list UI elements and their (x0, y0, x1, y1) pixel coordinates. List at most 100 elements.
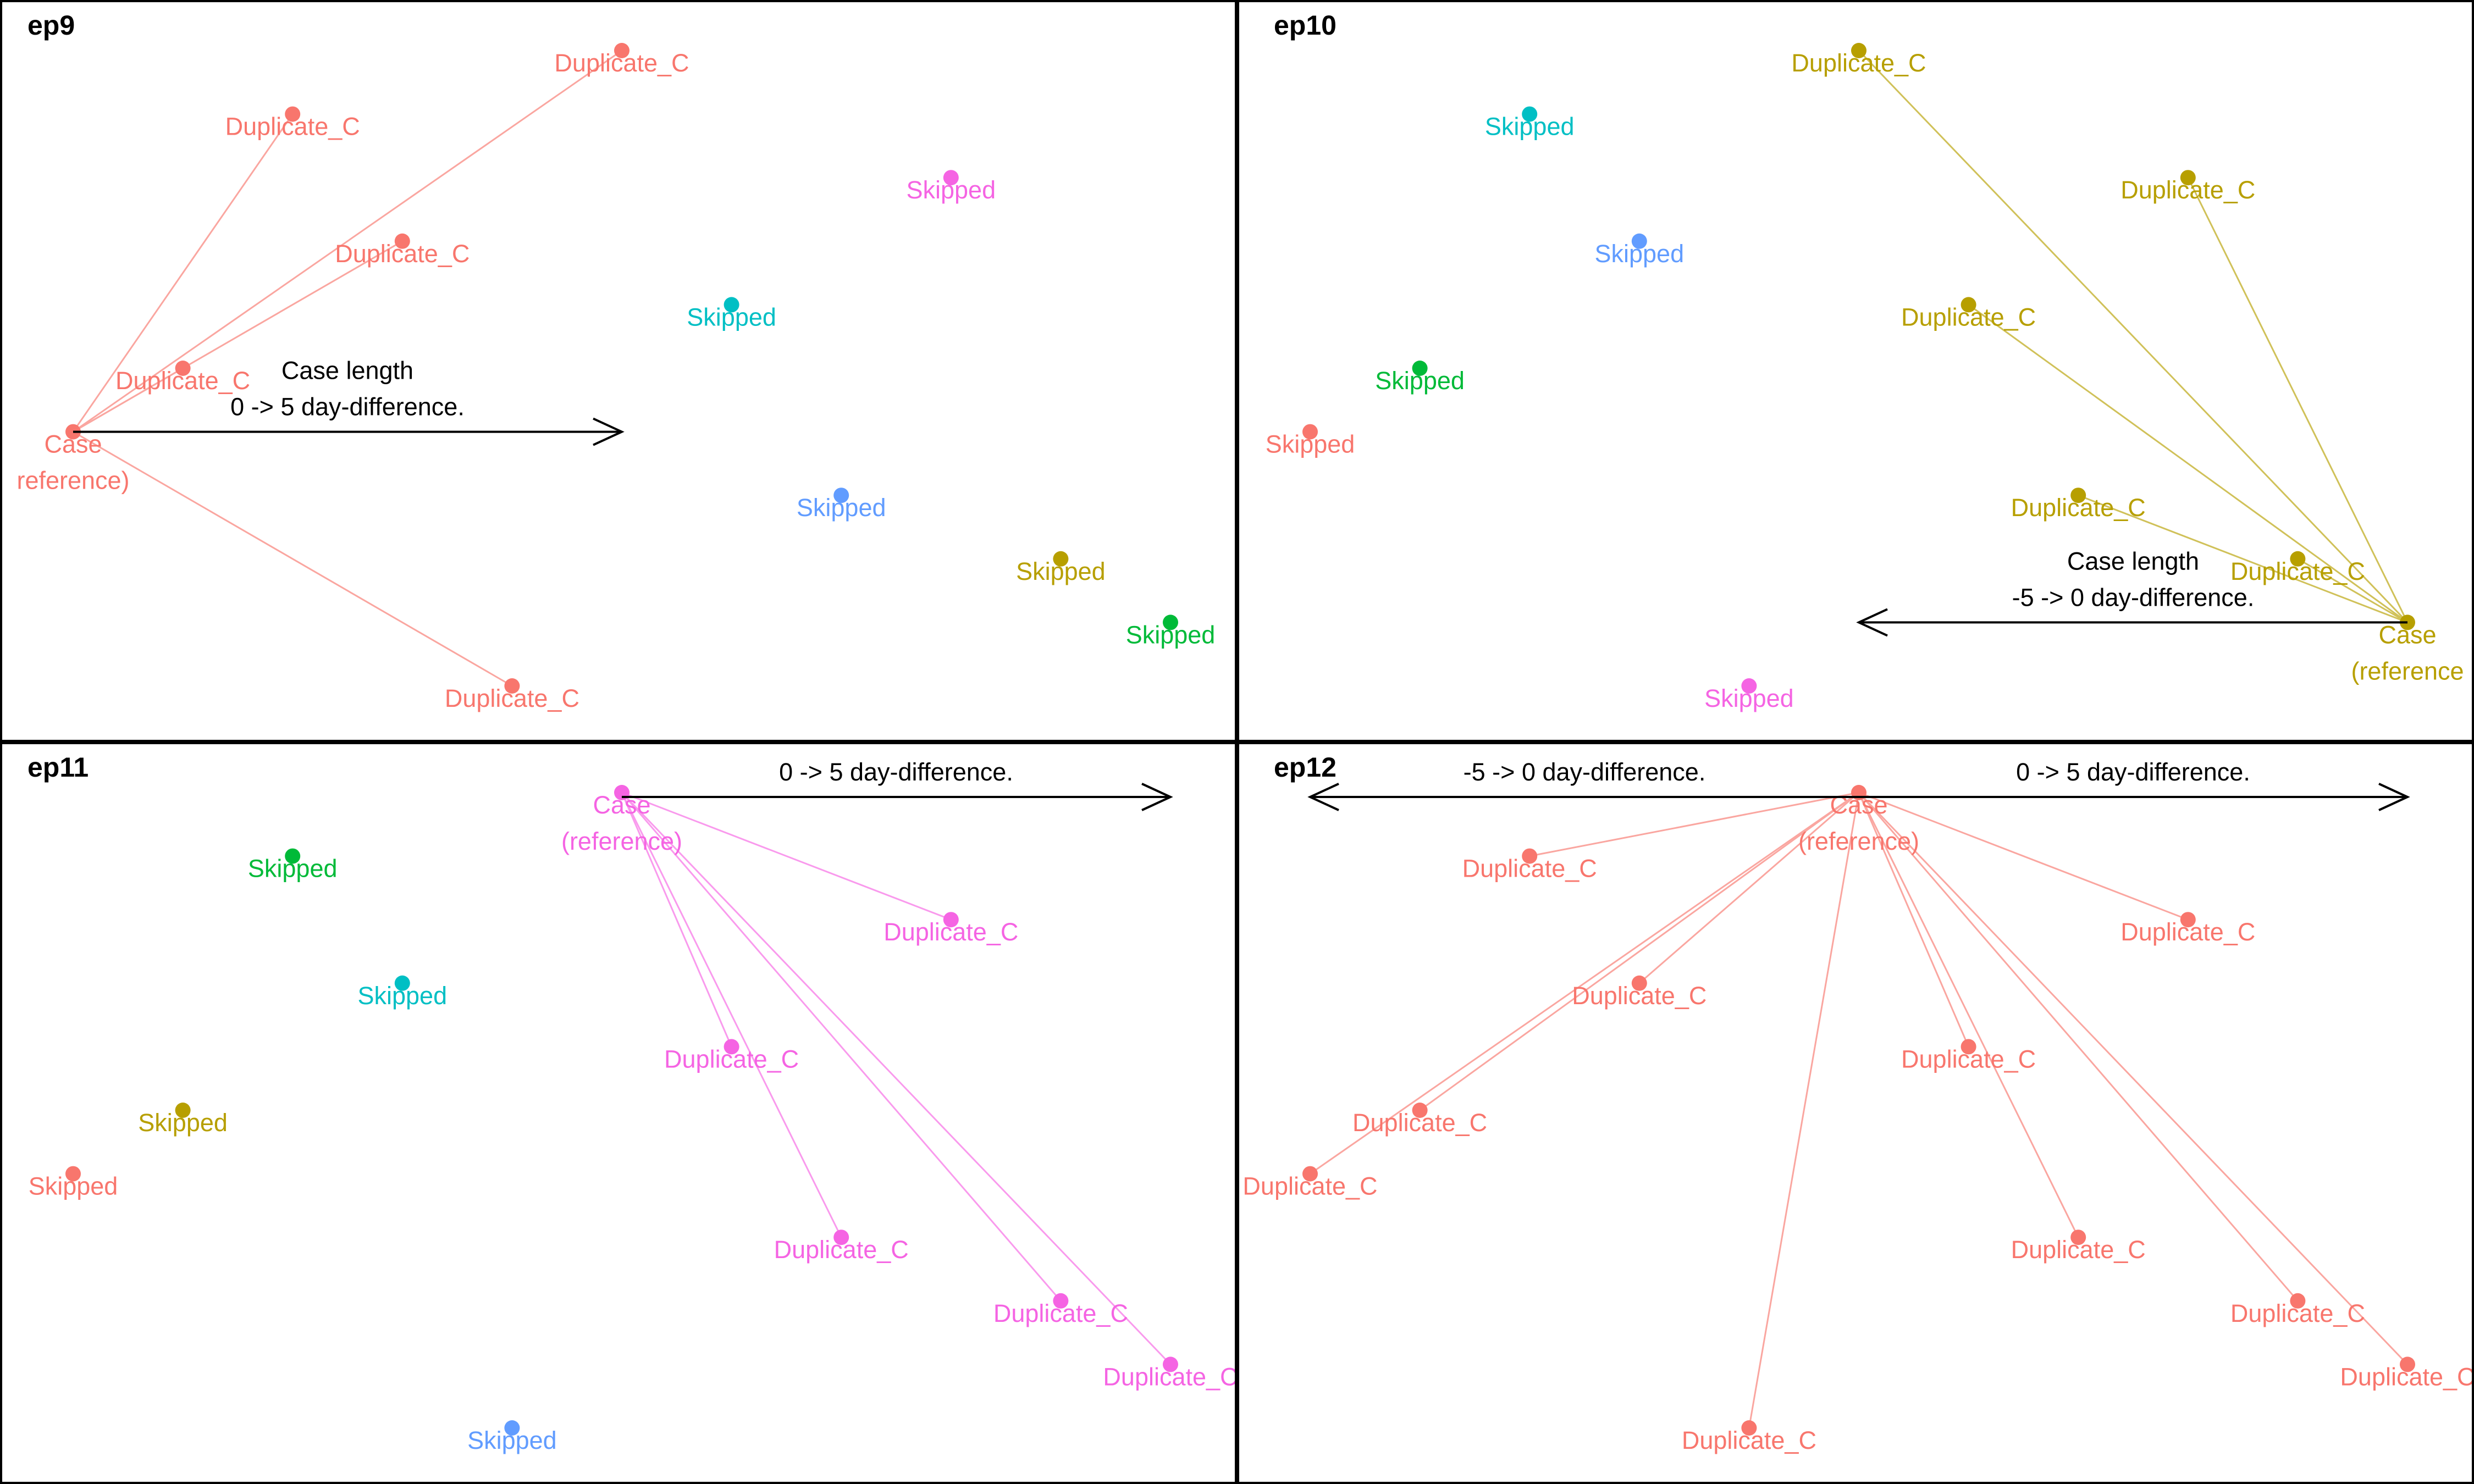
record-label: Duplicate_C (1103, 1363, 1238, 1391)
link-line (1968, 304, 2408, 623)
panel-border (0, 0, 1237, 742)
record-point (724, 297, 739, 313)
record-label: Duplicate_C (1242, 1172, 1377, 1200)
record-labels: Skipped Skipped Skipped Skipped Skipped Dupli… (1266, 49, 2464, 712)
link-line (1529, 791, 1859, 857)
record-label: Duplicate_C (1901, 303, 2036, 331)
panel-ep9: Case reference) Duplicate_C Duplicate_C Dupl… (0, 0, 1237, 742)
record-point (394, 233, 410, 249)
link-line (1858, 792, 1969, 1047)
link-line (1748, 792, 1860, 1428)
record-label: Skipped (906, 176, 996, 204)
arrow-annotation: -5 -> 0 day-difference. (1464, 758, 1706, 786)
record-point (394, 975, 410, 991)
record-point (1961, 297, 1976, 313)
record-point (1053, 551, 1069, 567)
record-label: Skipped (357, 982, 447, 1010)
record-label: Skipped (687, 303, 776, 331)
record-label: Duplicate_C (1901, 1045, 2036, 1073)
link-line (72, 113, 294, 433)
record-point (175, 361, 191, 376)
record-label: Duplicate_C (445, 684, 579, 712)
record-labels: Case reference) Duplicate_C Duplicate_C Dupl… (16, 49, 1215, 712)
record-point (2070, 1230, 2086, 1245)
panel-ep11: Skipped Skipped Skipped Skipped Skipped Case(… (0, 742, 1238, 1484)
link-line (621, 791, 952, 921)
record-label: Duplicate_C (2230, 557, 2365, 585)
record-point (1412, 1103, 1428, 1118)
record-label: Skipped (1594, 240, 1684, 268)
link-line (1419, 791, 1859, 1111)
arrow-annotation: Case length (2067, 547, 2199, 575)
record-point (2400, 1356, 2415, 1372)
record-point (2290, 551, 2306, 567)
record-label: Case reference) (16, 430, 129, 495)
link-line (1858, 49, 2409, 623)
panel-background (0, 742, 1237, 1484)
arrow-head (593, 417, 625, 446)
link-lines (621, 791, 1172, 1365)
record-point (614, 43, 629, 58)
panel-content: Duplicate_C Duplicate_C Duplicate_C Duplica… (1242, 758, 2474, 1454)
record-label: Duplicate_C (554, 49, 689, 77)
record-point (1851, 43, 1866, 58)
record-point (1741, 678, 1757, 694)
link-line (1638, 791, 1859, 984)
record-label: Duplicate_C (993, 1299, 1128, 1327)
link-line (621, 792, 1062, 1302)
panel-border (1237, 0, 2474, 742)
panel-title: ep10 (1274, 10, 1337, 41)
link-line (2078, 494, 2408, 623)
record-point (504, 1420, 520, 1436)
record-point (1412, 361, 1428, 376)
link-line (73, 49, 622, 433)
record-label: Skipped (1266, 430, 1355, 458)
record-label: Duplicate_C (335, 240, 470, 268)
record-point (285, 106, 301, 122)
record-label: Duplicate_C (2230, 1299, 2365, 1327)
record-points (65, 785, 1178, 1436)
record-label: Skipped (248, 855, 338, 883)
record-label: Duplicate_C (2120, 918, 2255, 946)
record-point (943, 170, 959, 186)
record-point (1163, 614, 1178, 630)
record-label: Skipped (1375, 367, 1465, 395)
record-point (1741, 1420, 1757, 1436)
record-label: Duplicate_C (1682, 1426, 1816, 1454)
record-point (175, 1103, 191, 1118)
record-label: Case (reference) (561, 791, 682, 855)
record-label: Duplicate_C (883, 918, 1018, 946)
arrow-head (1856, 608, 1888, 637)
link-line (2187, 177, 2409, 623)
panel-content: Skipped Skipped Skipped Skipped Skipped Dupli… (1266, 43, 2464, 712)
record-points (1302, 43, 2415, 694)
record-label: Case (reference (2351, 621, 2464, 685)
arrow-head (1307, 783, 1339, 811)
link-line (621, 792, 842, 1238)
record-point (833, 1230, 849, 1245)
record-point (1961, 1039, 1976, 1055)
record-point (65, 1166, 81, 1182)
record-point (2290, 1293, 2306, 1309)
link-line (1310, 791, 1859, 1175)
link-line (1858, 792, 2299, 1302)
record-label: Duplicate_C (774, 1236, 909, 1264)
record-label: Duplicate_C (2340, 1363, 2474, 1391)
record-label: Duplicate_C (2011, 1236, 2146, 1264)
panel-background (1237, 0, 2474, 742)
link-line (1858, 791, 2409, 1365)
record-label: Duplicate_C (1791, 49, 1926, 77)
arrow-annotation: 0 -> 5 day-difference. (230, 393, 465, 421)
link-line (621, 792, 732, 1047)
panel-border (0, 742, 1237, 1484)
record-point (1522, 848, 1538, 864)
record-point (2070, 488, 2086, 503)
link-line (1858, 792, 2079, 1238)
record-point (2180, 912, 2196, 928)
record-point (1522, 106, 1538, 122)
panel-ep10: Skipped Skipped Skipped Skipped Skipped Dupli… (1237, 0, 2474, 742)
record-label: Skipped (1016, 557, 1106, 585)
record-point (2180, 170, 2196, 186)
panel-title: ep11 (27, 752, 89, 783)
